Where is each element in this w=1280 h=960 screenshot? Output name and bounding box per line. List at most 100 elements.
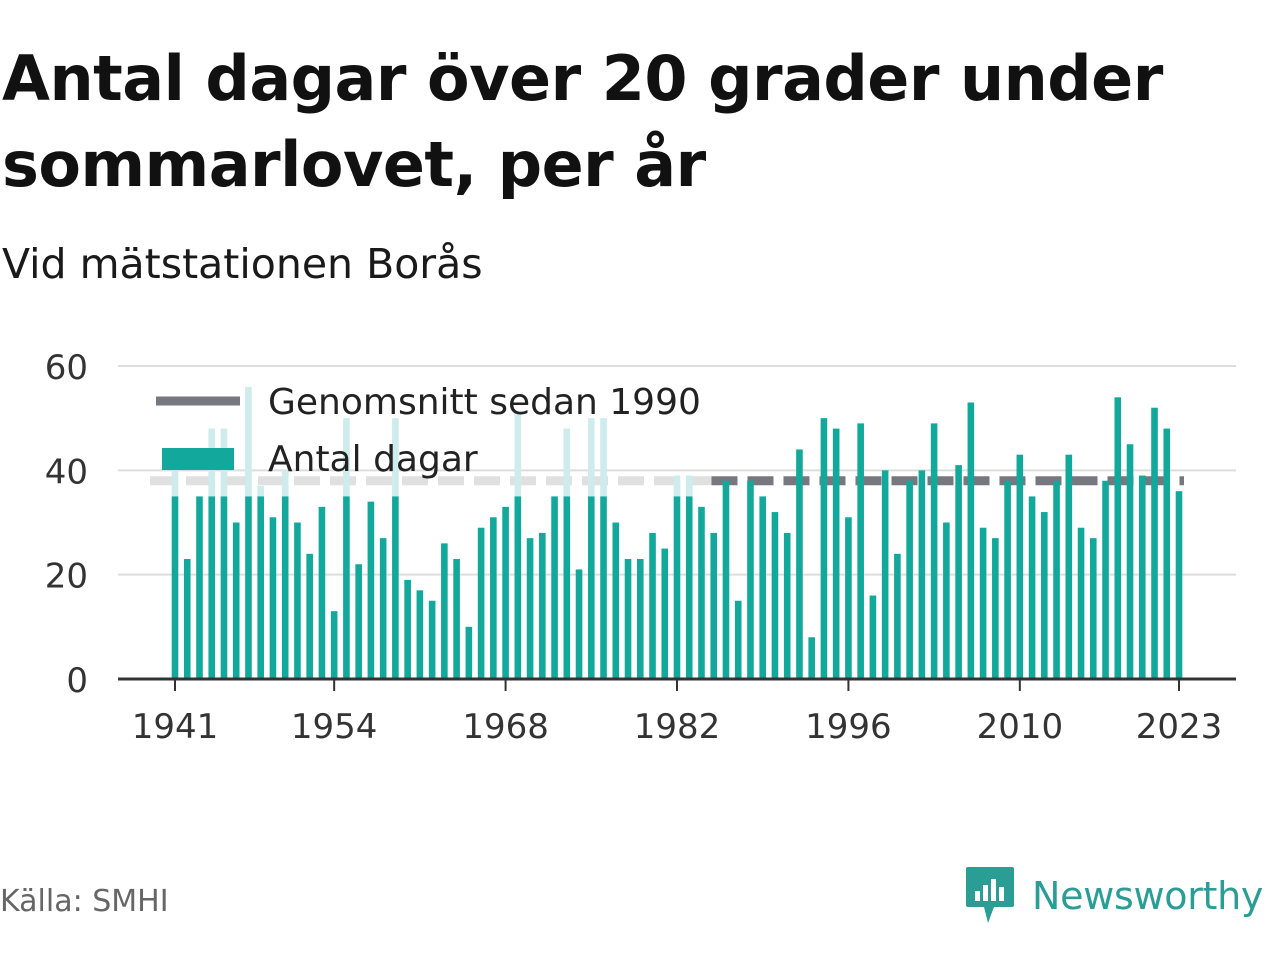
bar bbox=[869, 595, 877, 679]
bar bbox=[649, 532, 656, 679]
bar-faded-top bbox=[587, 418, 595, 497]
bar bbox=[820, 418, 828, 679]
bar bbox=[808, 637, 815, 679]
bar bbox=[796, 449, 803, 679]
bar bbox=[220, 496, 228, 679]
bar bbox=[539, 532, 546, 679]
bar bbox=[943, 522, 950, 679]
bar bbox=[1151, 407, 1158, 679]
newsworthy-logo-icon bbox=[966, 867, 1014, 923]
bar bbox=[1053, 480, 1060, 679]
bar bbox=[1077, 527, 1085, 679]
bar-faded-top bbox=[343, 418, 350, 497]
x-tick-label: 1996 bbox=[805, 707, 892, 747]
x-axis: 1941 1954 1968 1982 1996 2010 2023 bbox=[118, 677, 1236, 747]
x-tick-label: 1968 bbox=[462, 707, 549, 747]
bar bbox=[490, 517, 497, 679]
bar-faded-top bbox=[600, 418, 607, 497]
bar-faded-top bbox=[281, 470, 289, 497]
bar bbox=[477, 527, 485, 679]
bar bbox=[453, 559, 460, 679]
bar bbox=[698, 506, 705, 679]
bar bbox=[1028, 496, 1036, 679]
y-tick-label: 20 bbox=[45, 557, 88, 597]
bar bbox=[232, 522, 240, 679]
legend-bar-label: Antal dagar bbox=[268, 439, 478, 480]
chart-subtitle: Vid mätstationen Borås bbox=[2, 240, 483, 288]
bar bbox=[661, 548, 669, 679]
bar bbox=[783, 532, 791, 679]
bar bbox=[685, 496, 693, 679]
bar bbox=[894, 553, 901, 679]
bar-chart: 0 20 40 60 1941 1954 1968 1982 1996 2010 2023 Gen… bbox=[45, 348, 1236, 747]
bar bbox=[563, 496, 571, 679]
bar bbox=[514, 496, 522, 679]
chart-title: Antal dagar över 20 grader under sommarl… bbox=[2, 42, 1163, 201]
bar bbox=[967, 402, 975, 679]
bars bbox=[171, 386, 1183, 679]
bar bbox=[587, 496, 595, 679]
bar bbox=[465, 626, 473, 679]
bar bbox=[281, 496, 289, 679]
bar bbox=[355, 564, 362, 679]
bar bbox=[1138, 475, 1146, 679]
bar bbox=[1041, 512, 1048, 679]
bar bbox=[1004, 480, 1011, 679]
bar bbox=[379, 538, 387, 679]
bar bbox=[747, 480, 754, 679]
bar bbox=[245, 496, 252, 679]
bar bbox=[367, 501, 375, 679]
bar bbox=[416, 590, 424, 679]
bar bbox=[881, 470, 889, 679]
brand-logo[interactable]: Newsworthy bbox=[964, 864, 1274, 928]
bar bbox=[771, 512, 779, 679]
bar bbox=[343, 496, 350, 679]
bar bbox=[1089, 538, 1097, 679]
bar bbox=[624, 559, 632, 679]
bar bbox=[722, 480, 730, 679]
bar bbox=[734, 600, 742, 679]
bar bbox=[1114, 397, 1122, 679]
bar bbox=[857, 423, 864, 679]
bar bbox=[575, 569, 583, 679]
bar bbox=[171, 496, 179, 679]
x-tick-label: 1941 bbox=[132, 707, 219, 747]
y-axis-ticks: 0 20 40 60 bbox=[45, 348, 88, 701]
bar bbox=[759, 496, 767, 679]
bar bbox=[906, 480, 913, 679]
bar bbox=[1102, 480, 1109, 679]
x-tick-label: 1982 bbox=[634, 707, 721, 747]
x-tick-label: 2010 bbox=[977, 707, 1064, 747]
bar bbox=[183, 559, 191, 679]
y-tick-label: 0 bbox=[66, 661, 88, 701]
bar bbox=[1065, 454, 1073, 679]
x-tick-label: 1954 bbox=[291, 707, 378, 747]
bar bbox=[306, 553, 313, 679]
bar bbox=[318, 506, 326, 679]
bar bbox=[1016, 454, 1024, 679]
bar bbox=[918, 470, 926, 679]
bar bbox=[392, 496, 399, 679]
bar bbox=[404, 579, 411, 679]
bar bbox=[1126, 444, 1134, 679]
bar bbox=[930, 423, 938, 679]
bar bbox=[196, 496, 203, 679]
bar-faded-top bbox=[514, 412, 522, 497]
bar-faded-top bbox=[245, 386, 252, 497]
bar bbox=[208, 496, 216, 679]
bar-faded-top bbox=[563, 428, 571, 497]
bar bbox=[441, 543, 448, 679]
bar bbox=[955, 465, 962, 679]
bar bbox=[832, 428, 840, 679]
bar bbox=[600, 496, 607, 679]
bar bbox=[294, 522, 301, 679]
bar bbox=[845, 517, 852, 679]
legend-average-label: Genomsnitt sedan 1990 bbox=[268, 382, 701, 423]
legend-bar-swatch bbox=[162, 448, 234, 470]
bar bbox=[551, 496, 558, 679]
bar bbox=[330, 611, 338, 679]
legend: Genomsnitt sedan 1990 Antal dagar bbox=[156, 382, 701, 480]
bar bbox=[992, 538, 999, 679]
bar bbox=[636, 559, 644, 679]
bar bbox=[269, 517, 277, 679]
